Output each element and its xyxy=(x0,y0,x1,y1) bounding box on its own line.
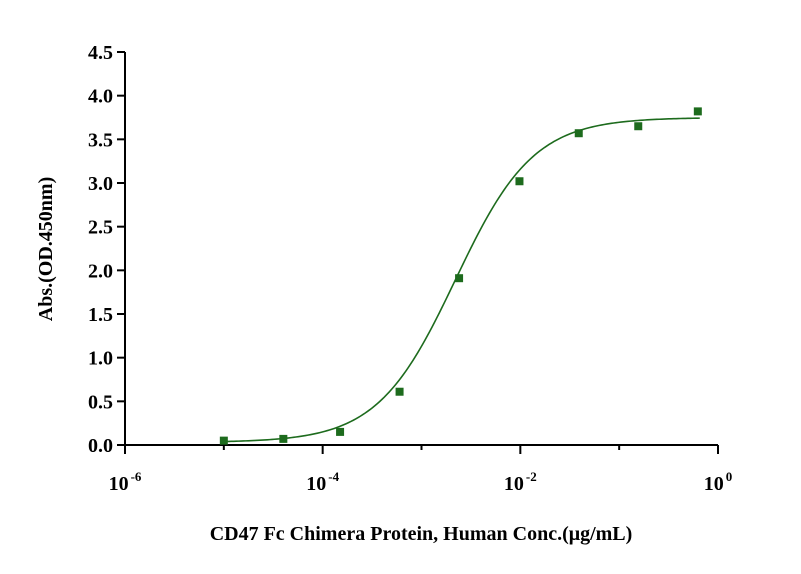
y-axis-title: Abs.(OD.450nm) xyxy=(35,177,57,321)
data-point xyxy=(693,107,702,116)
x-tick-label: 10 -2 xyxy=(504,469,537,495)
axes xyxy=(124,52,718,446)
data-point xyxy=(336,427,345,436)
data-point xyxy=(395,387,404,396)
plot-area xyxy=(219,107,702,445)
y-tick-label: 3.5 xyxy=(88,129,113,151)
x-ticks: 10 -6 10 -4 10 -2 10 0 xyxy=(109,445,733,495)
data-point xyxy=(634,122,643,131)
y-tick-label: 1.0 xyxy=(88,348,113,370)
y-tick-label: 1.5 xyxy=(88,304,113,326)
data-point xyxy=(574,129,583,138)
y-tick-label: 0.0 xyxy=(88,435,113,457)
data-point xyxy=(515,177,524,186)
data-point xyxy=(455,274,464,283)
x-tick-label: 10 0 xyxy=(704,469,733,495)
y-tick-label: 4.0 xyxy=(88,86,113,108)
y-tick-label: 3.0 xyxy=(88,173,113,195)
y-tick-label: 0.5 xyxy=(88,391,113,413)
y-tick-label: 2.0 xyxy=(88,260,113,282)
data-point xyxy=(219,436,228,445)
y-tick-label: 4.5 xyxy=(88,42,113,64)
y-ticks: 0.0 0.5 1.0 1.5 2.0 2.5 3.0 3.5 4.0 4.5 xyxy=(88,42,125,457)
fit-curve xyxy=(221,117,700,443)
x-tick-label: 10 -6 xyxy=(109,469,142,495)
y-tick-label: 2.5 xyxy=(88,217,113,239)
x-axis-title: CD47 Fc Chimera Protein, Human Conc.(μg/… xyxy=(210,523,633,545)
x-tick-label: 10 -4 xyxy=(306,469,339,495)
data-point xyxy=(279,434,288,443)
